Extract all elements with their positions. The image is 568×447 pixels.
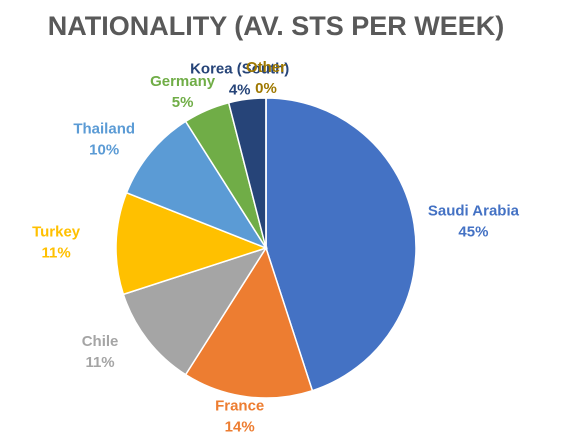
slice-label: Thailand [73,121,135,138]
chart-title: NATIONALITY (AV. STS PER WEEK) [48,11,505,41]
pie-slice [125,120,268,250]
slice-label: Other [246,59,286,76]
slice-value: 45% [458,223,488,240]
slice-label: Korea (South) [190,60,289,77]
slice-value: 0% [255,80,277,97]
slice-value: 10% [89,142,119,159]
slice-value: 4% [229,81,251,98]
slice-label: Chile [82,333,119,350]
slice-label: Germany [150,73,216,90]
slice-value: 11% [85,354,114,371]
pie-slice [184,246,314,399]
slice-value: 5% [172,94,194,111]
slice-label: France [215,398,264,415]
pie-slice [122,246,268,376]
pie-slice [265,97,417,392]
slice-value: 11% [42,245,71,262]
pie-slice [115,191,269,296]
slice-value: 14% [225,419,255,436]
slice-label: Turkey [32,224,81,241]
slice-label: Saudi Arabia [428,202,520,219]
